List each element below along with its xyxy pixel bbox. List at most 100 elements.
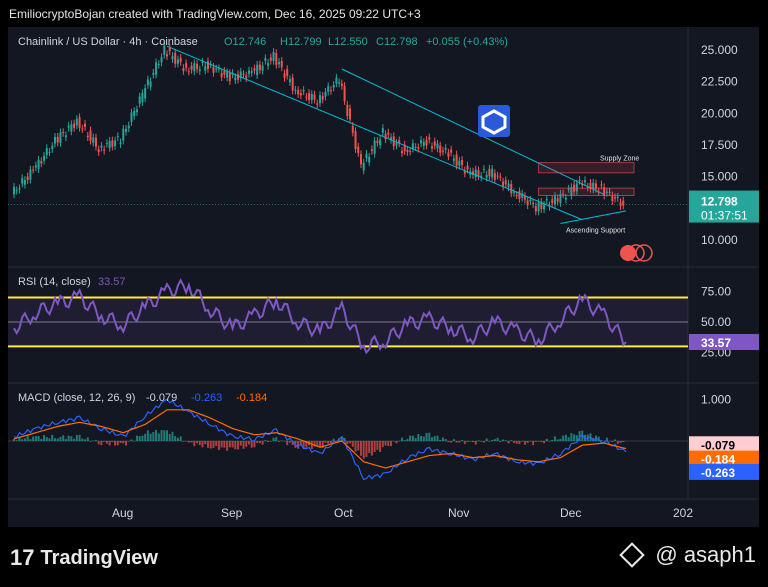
price-tick-label: 22.500 — [701, 75, 738, 89]
macd-histogram-bar — [179, 436, 182, 441]
macd-histogram-bar — [37, 435, 40, 441]
macd-histogram-bar — [166, 430, 168, 441]
candle-body — [250, 71, 253, 73]
macd-histogram-bar — [335, 440, 338, 442]
macd-histogram-bar — [420, 435, 423, 441]
candle-body — [62, 132, 65, 134]
macd-histogram-bar — [398, 441, 401, 442]
candle-body — [23, 180, 26, 185]
candle-body — [294, 89, 297, 91]
macd-histogram-bar — [409, 435, 412, 441]
candle-body — [428, 137, 431, 140]
macd-histogram-bar — [357, 441, 360, 451]
macd-histogram-bar — [592, 437, 595, 441]
price-tick-label: 20.000 — [701, 106, 738, 120]
macd-histogram-bar — [253, 441, 256, 448]
price-legend-item: Chainlink / US Dollar · 4h · Coinbase — [18, 36, 198, 48]
macd-histogram-bar — [267, 441, 270, 443]
candle-body — [275, 53, 278, 65]
macd-histogram-bar — [258, 441, 261, 444]
candle-body — [543, 204, 546, 210]
candle-body — [537, 202, 540, 212]
candle-body — [168, 48, 171, 52]
candle-body — [461, 159, 464, 165]
candle-body — [127, 125, 130, 129]
macd-value-badge — [689, 463, 759, 480]
macd-histogram-bar — [13, 438, 15, 441]
macd-histogram-bar — [526, 441, 529, 443]
candle-body — [261, 65, 264, 71]
candle-body — [551, 199, 554, 203]
candle-body — [379, 139, 382, 146]
macd-histogram-bar — [376, 441, 379, 450]
macd-histogram-bar — [133, 440, 136, 442]
macd-histogram-bar — [73, 438, 76, 441]
rsi-legend-name: RSI (14, close) — [18, 276, 91, 288]
candle-body — [614, 197, 617, 199]
candle-body — [450, 149, 453, 153]
macd-histogram-bar — [299, 441, 302, 446]
macd-histogram-bar — [329, 441, 332, 444]
candle-body — [499, 176, 502, 178]
macd-histogram-bar — [45, 437, 48, 441]
candle-body — [253, 68, 256, 71]
macd-histogram-bar — [105, 441, 108, 444]
candle-body — [329, 90, 332, 92]
macd-histogram-bar — [215, 441, 218, 446]
candle-body — [299, 92, 302, 96]
macd-histogram-bar — [466, 441, 469, 443]
candle-body — [589, 182, 592, 189]
candle-body — [321, 95, 324, 100]
macd-histogram-bar — [452, 439, 455, 441]
candle-body — [215, 68, 218, 70]
candle-body — [40, 161, 43, 164]
candle-body — [472, 171, 474, 176]
macd-histogram-bar — [302, 441, 305, 449]
ascending-support-label: Ascending Support — [566, 227, 625, 234]
time-tick-label: Sep — [221, 506, 243, 520]
rsi-tick-label: 75.00 — [701, 284, 731, 298]
macd-histogram-bar — [504, 440, 507, 441]
event-marker-icon — [635, 244, 653, 262]
candle-body — [417, 147, 420, 149]
macd-histogram-bar — [548, 440, 551, 442]
candle-body — [160, 57, 163, 63]
macd-histogram-bar — [174, 436, 177, 441]
supply-zone-upper — [538, 162, 635, 174]
candle-body — [420, 139, 423, 144]
time-tick-label: Aug — [112, 506, 133, 520]
candle-body — [86, 135, 89, 138]
macd-histogram-bar — [201, 441, 204, 448]
candle-body — [313, 94, 316, 100]
candle-body — [458, 160, 461, 166]
candle-body — [45, 148, 48, 156]
candle-body — [357, 146, 360, 154]
macd-histogram-bar — [499, 441, 502, 442]
candle-body — [190, 65, 193, 70]
candle-body — [570, 186, 573, 196]
macd-histogram-bar — [70, 436, 73, 441]
candle-body — [403, 144, 406, 152]
candle-body — [319, 95, 321, 104]
macd-histogram-bar — [100, 441, 103, 446]
macd-histogram-bar — [474, 441, 477, 445]
candle-body — [187, 71, 190, 73]
candle-body — [176, 59, 179, 64]
chart-svg[interactable]: 10.00012.50015.00017.50020.00022.50025.0… — [8, 27, 759, 527]
macd-histogram-bar — [414, 438, 417, 441]
candle-body — [340, 83, 343, 86]
macd-histogram-bar — [288, 441, 291, 443]
macd-histogram-bar — [534, 441, 537, 442]
macd-histogram-bar — [551, 439, 554, 441]
macd-histogram-bar — [321, 441, 324, 448]
macd-histogram-bar — [23, 438, 26, 441]
candle-body — [553, 195, 556, 205]
candle-body — [75, 119, 78, 126]
macd-histogram-bar — [64, 438, 67, 441]
candle-body — [48, 151, 51, 153]
candle-body — [84, 123, 87, 128]
macd-value-label: -0.079 — [701, 438, 735, 452]
macd-histogram-bar — [122, 441, 125, 444]
chart-area[interactable]: 10.00012.50015.00017.50020.00022.50025.0… — [8, 27, 759, 527]
